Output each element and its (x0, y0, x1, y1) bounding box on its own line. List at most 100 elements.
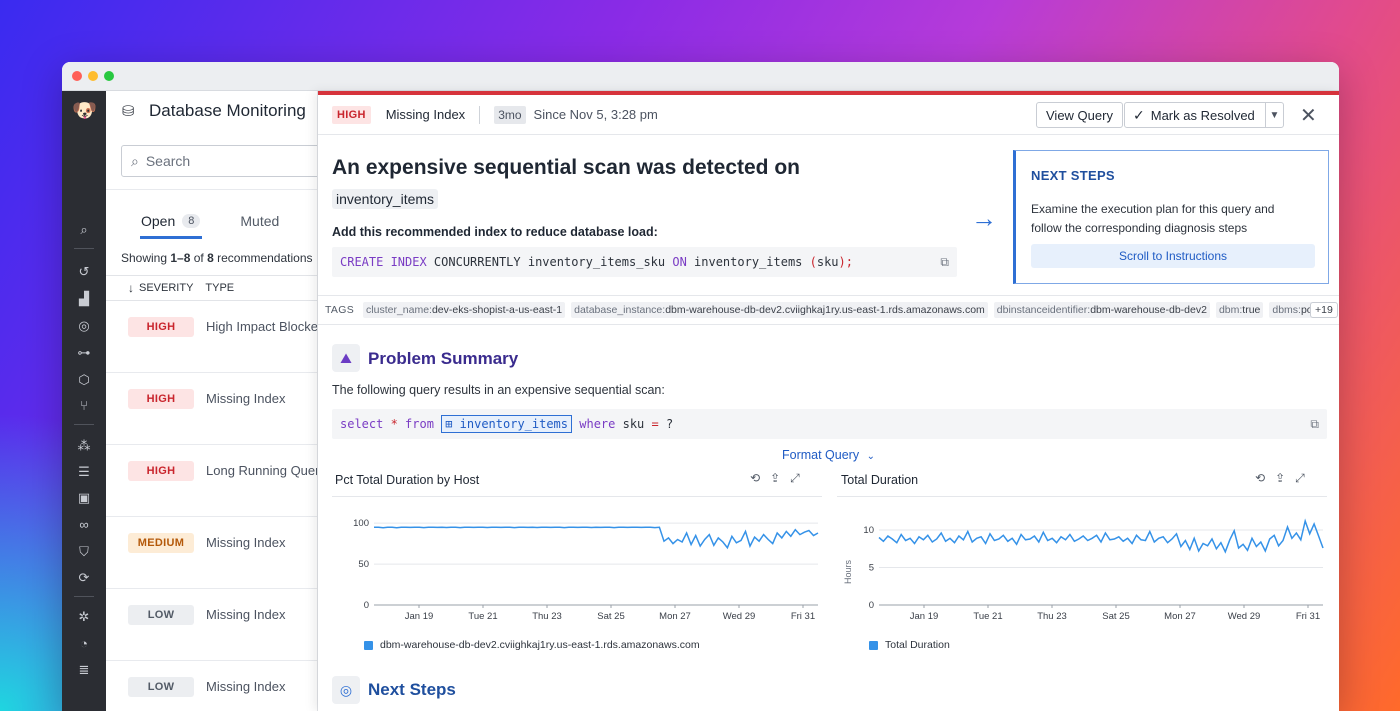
scroll-to-instructions-button[interactable]: Scroll to Instructions (1031, 244, 1315, 268)
index-code-block: CREATE INDEX CONCURRENTLY inventory_item… (332, 247, 957, 277)
type-column-header[interactable]: TYPE (205, 282, 235, 294)
recommendation-type: Missing Index (206, 535, 286, 550)
shield-icon[interactable]: ⛉ (79, 544, 89, 559)
recommendation-title: An expensive sequential scan was detecte… (332, 156, 800, 179)
legend-label: Total Duration (885, 639, 950, 651)
tag-chip[interactable]: database_instance:dbm-warehouse-db-dev2.… (571, 302, 988, 318)
x-tick-label: Jan 19 (405, 611, 434, 622)
y-tick-label: 10 (863, 525, 874, 536)
dashboard-icon[interactable]: ▣ (77, 490, 91, 505)
tab-muted[interactable]: Muted (240, 213, 279, 239)
list-item[interactable]: LOW Missing Index (106, 661, 317, 711)
severity-badge: MEDIUM (128, 533, 194, 553)
list-item[interactable]: HIGH Long Running Query (106, 445, 317, 517)
recommendation-type: Missing Index (206, 607, 286, 622)
tab-open-label: Open (141, 213, 176, 229)
format-query-link[interactable]: Format Query ⌄ (782, 448, 875, 462)
table-icon: ⊞ (445, 417, 460, 431)
maximize-window-button[interactable] (104, 71, 114, 81)
severity-column-header[interactable]: SEVERITY (139, 282, 194, 294)
target-icon[interactable]: ◎ (78, 318, 90, 333)
check-icon: ✓ (1133, 106, 1145, 123)
sort-arrow-icon[interactable]: ↓ (128, 281, 134, 295)
view-query-label: View Query (1046, 107, 1113, 123)
refresh-icon[interactable]: ⟳ (78, 570, 90, 585)
tag-chip[interactable]: dbm:true (1215, 302, 1264, 318)
list-item[interactable]: MEDIUM Missing Index (106, 517, 317, 589)
binoculars-icon[interactable]: ⊶ (77, 345, 91, 360)
export-icon[interactable]: ⇪ (1275, 471, 1296, 485)
minimize-window-button[interactable] (88, 71, 98, 81)
y-tick-label: 0 (869, 600, 874, 611)
bug-icon[interactable]: ✲ (78, 609, 90, 624)
search-icon: ⌕ (131, 152, 139, 169)
link-icon[interactable]: ⟲ (1255, 471, 1276, 485)
list-item[interactable]: HIGH High Impact Blocker (106, 301, 317, 373)
mark-resolved-button[interactable]: ✓ Mark as Resolved ▼ (1124, 102, 1284, 128)
chart-icon[interactable]: ▟ (79, 291, 89, 306)
x-tick-label: Fri 31 (791, 611, 815, 622)
series-line[interactable] (878, 518, 1324, 554)
link-icon[interactable]: ∞ (79, 517, 89, 532)
close-window-button[interactable] (72, 71, 82, 81)
link-icon[interactable]: ⟲ (750, 471, 771, 485)
more-tags-button[interactable]: +19 (1310, 302, 1338, 318)
query-table-chip[interactable]: ⊞ inventory_items (441, 415, 573, 433)
chevron-down-icon[interactable]: ▼ (1269, 109, 1280, 121)
next-steps-callout: NEXT STEPS Examine the execution plan fo… (1013, 150, 1329, 284)
recommendation-type: High Impact Blocker (206, 319, 318, 334)
tags-label: TAGS (325, 304, 355, 316)
list-item[interactable]: LOW Missing Index (106, 589, 317, 661)
chart-plot: 0 5 10 Jan 19 Tue 21 Thu 23 Sat 25 Mon 27 Wed 29… (843, 518, 1324, 622)
tag-chip[interactable]: cluster_name:dev-eks-shopist-a-us-east-1 (363, 302, 566, 318)
series-line[interactable] (374, 526, 819, 550)
nodes-icon[interactable]: ⁂ (77, 438, 91, 453)
search-icon[interactable]: ⌕ (80, 222, 88, 237)
next-steps-title: Next Steps (368, 680, 456, 699)
tab-open[interactable]: Open 8 (139, 213, 203, 239)
x-tick-label: Wed 29 (1228, 611, 1261, 622)
next-steps-callout-title: NEXT STEPS (1031, 168, 1115, 183)
close-icon[interactable]: ✕ (1300, 105, 1317, 127)
chart-pct-total-duration: Pct Total Duration by Host ⟲⇪⤢ 0 50 100 Jan… (332, 467, 822, 657)
tag-chip[interactable]: dbinstanceidentifier:dbm-warehouse-db-de… (993, 302, 1210, 318)
gauge-icon[interactable]: ◔ (80, 636, 88, 651)
next-steps-section: ◎ Next Steps (318, 671, 1339, 711)
copy-icon[interactable]: ⧉ (1310, 417, 1319, 431)
recommendation-subtitle: Add this recommended index to reduce dat… (332, 225, 658, 239)
search-input[interactable]: ⌕ Search (121, 145, 317, 177)
git-icon[interactable]: ⑂ (80, 398, 88, 413)
tab-muted-label: Muted (240, 213, 280, 229)
chart-legend: dbm-warehouse-db-dev2.cviighkaj1ry.us-ea… (364, 639, 700, 651)
history-icon[interactable]: ↺ (78, 264, 90, 279)
age-badge: 3mo (494, 105, 526, 124)
severity-badge: HIGH (128, 461, 194, 481)
x-tick-label: Fri 31 (1296, 611, 1320, 622)
expand-icon[interactable]: ⤢ (1295, 471, 1315, 485)
table-name-chip[interactable]: inventory_items (332, 189, 439, 209)
export-icon[interactable]: ⇪ (770, 471, 791, 485)
x-tick-label: Sat 25 (597, 611, 624, 622)
severity-badge: LOW (128, 677, 194, 697)
column-header: ↓ SEVERITY TYPE (106, 275, 317, 301)
page-title: Database Monitoring (149, 101, 306, 120)
cube-icon[interactable]: ⬡ (78, 372, 90, 387)
detail-header: HIGH Missing Index 3mo Since Nov 5, 3:28… (318, 95, 1339, 135)
x-tick-label: Mon 27 (1164, 611, 1196, 622)
x-tick-label: Tue 21 (468, 611, 497, 622)
database-icon: ⛁ (122, 103, 135, 120)
problem-summary-text: The following query results in an expens… (332, 383, 665, 397)
view-query-button[interactable]: View Query (1036, 102, 1123, 128)
expand-icon[interactable]: ⤢ (790, 471, 810, 485)
list-tabs: Open 8 Muted (106, 189, 317, 239)
severity-badge: HIGH (128, 389, 194, 409)
mark-resolved-label: Mark as Resolved (1150, 107, 1255, 123)
title-bar (62, 62, 1339, 91)
copy-icon[interactable]: ⧉ (940, 255, 949, 269)
list-item[interactable]: HIGH Missing Index (106, 373, 317, 445)
datadog-logo-icon[interactable]: 🐶 (72, 100, 97, 122)
logs-icon[interactable]: ≣ (78, 662, 90, 677)
list-icon[interactable]: ☰ (78, 464, 90, 479)
y-axis-label: Hours (843, 560, 853, 585)
arrow-right-icon: → (971, 203, 997, 233)
